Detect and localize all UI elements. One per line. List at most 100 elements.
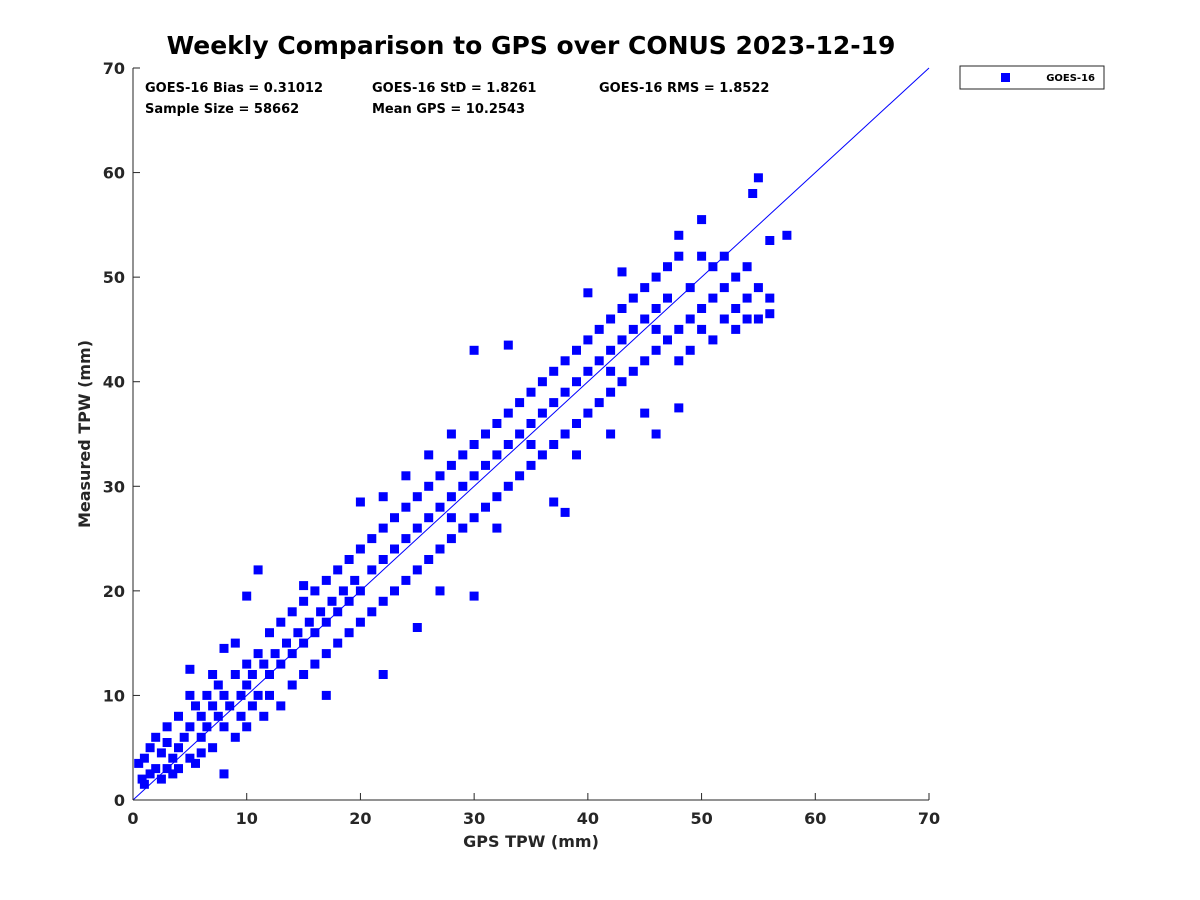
data-point <box>697 304 707 313</box>
data-point <box>503 340 513 350</box>
data-point <box>549 440 559 449</box>
data-point <box>572 419 581 428</box>
data-point <box>515 398 525 408</box>
data-point <box>276 701 286 711</box>
data-point <box>753 314 763 324</box>
data-point <box>304 617 314 627</box>
data-point <box>458 450 468 460</box>
y-axis-label: Measured TPW (mm) <box>75 340 94 528</box>
data-point <box>719 283 729 293</box>
data-point <box>492 492 502 502</box>
data-point <box>435 586 445 596</box>
data-point <box>583 408 593 418</box>
data-point <box>350 575 360 585</box>
data-point <box>151 764 161 774</box>
data-point <box>685 314 695 324</box>
data-point <box>469 471 479 481</box>
data-point <box>594 398 604 408</box>
data-point <box>458 523 468 533</box>
data-point <box>185 664 195 674</box>
data-point <box>310 586 320 596</box>
data-point <box>731 304 741 313</box>
data-point <box>640 314 650 324</box>
points-layer <box>134 173 792 789</box>
data-point <box>412 523 422 533</box>
data-point <box>731 272 741 282</box>
data-point <box>344 555 354 564</box>
data-point <box>253 690 263 700</box>
data-point <box>503 408 513 418</box>
data-point <box>435 544 445 554</box>
data-point <box>219 769 229 779</box>
data-point <box>299 670 309 679</box>
x-tick-label: 70 <box>918 809 940 828</box>
data-point <box>503 440 513 449</box>
data-point <box>526 387 536 397</box>
data-point <box>663 293 672 303</box>
legend-entry-goes-16: GOES-16 <box>1046 73 1095 84</box>
data-point <box>327 596 337 606</box>
data-point <box>213 680 223 690</box>
data-point <box>765 236 775 245</box>
data-point <box>242 680 252 690</box>
data-point <box>202 722 212 732</box>
data-point <box>492 419 502 428</box>
data-point <box>424 513 434 523</box>
data-point <box>134 758 144 768</box>
data-point <box>446 429 456 439</box>
stat-std: GOES-16 StD = 1.8261 <box>372 81 536 96</box>
data-point <box>390 544 399 554</box>
data-point <box>321 575 331 585</box>
data-point <box>424 481 434 491</box>
data-point <box>230 732 240 742</box>
data-point <box>617 377 627 387</box>
data-point <box>191 701 200 711</box>
data-point <box>469 591 479 601</box>
data-point <box>446 534 456 544</box>
data-point <box>412 623 422 632</box>
data-point <box>651 324 661 334</box>
data-point <box>435 471 445 481</box>
data-point <box>481 502 490 512</box>
data-point <box>424 555 434 564</box>
data-point <box>469 345 479 355</box>
data-point <box>697 324 707 334</box>
data-point <box>333 565 343 575</box>
data-point <box>549 398 559 408</box>
data-point <box>492 450 502 460</box>
data-point <box>628 293 638 303</box>
data-point <box>390 513 399 523</box>
data-point <box>731 324 741 334</box>
data-point <box>247 701 257 711</box>
data-point <box>481 460 490 470</box>
data-point <box>225 701 235 711</box>
data-point <box>526 460 536 470</box>
data-point <box>208 743 218 753</box>
data-point <box>401 471 411 481</box>
data-point <box>606 387 616 397</box>
data-point <box>782 230 792 240</box>
data-point <box>503 481 513 491</box>
data-point <box>674 356 684 366</box>
data-point <box>242 591 252 601</box>
legend: GOES-16 <box>959 65 1105 90</box>
x-tick-label: 50 <box>690 809 712 828</box>
data-point <box>219 722 229 732</box>
data-point <box>179 732 189 742</box>
data-point <box>401 502 411 512</box>
data-point <box>378 555 388 564</box>
data-point <box>145 769 155 779</box>
data-point <box>333 638 343 648</box>
data-point <box>606 366 616 376</box>
data-point <box>219 690 229 700</box>
data-point <box>640 356 650 366</box>
data-point <box>213 711 223 721</box>
data-point <box>287 607 297 617</box>
data-point <box>719 314 729 324</box>
data-point <box>162 738 172 747</box>
data-point <box>606 345 616 355</box>
data-point <box>617 335 627 345</box>
data-point <box>270 649 280 659</box>
data-point <box>537 377 547 387</box>
data-point <box>137 774 147 784</box>
